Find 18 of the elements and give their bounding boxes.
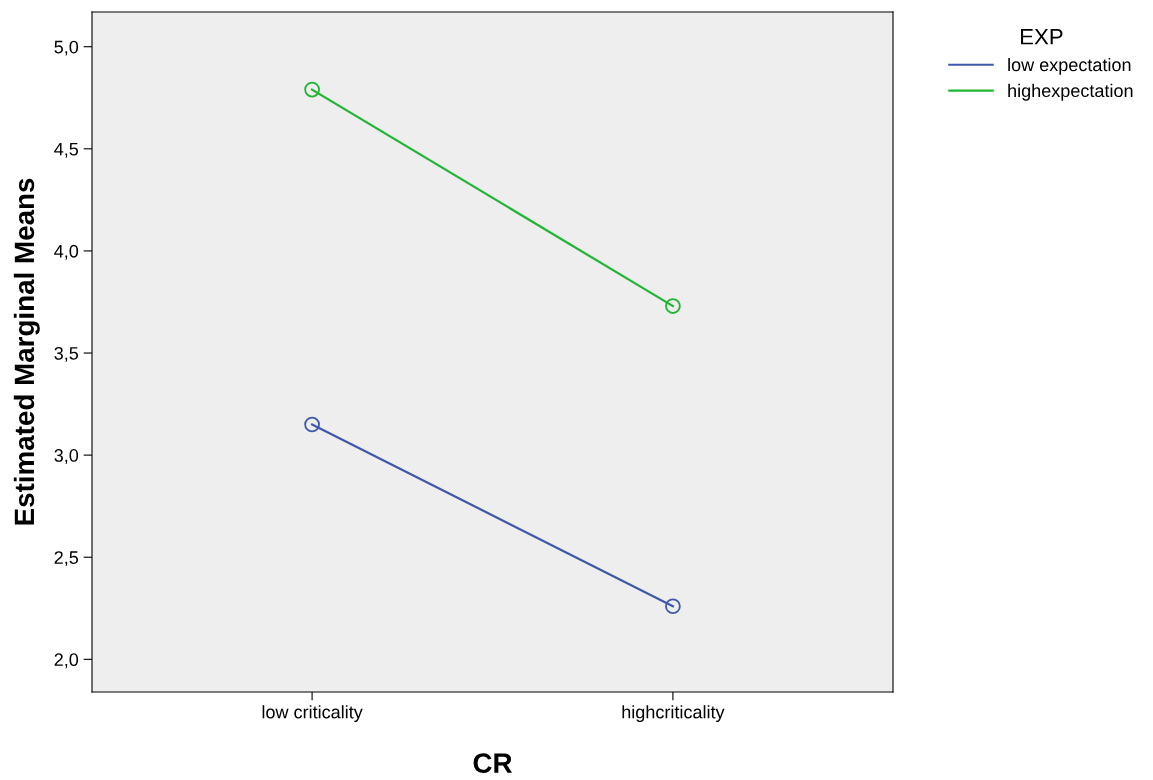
point (665, 598, 681, 615)
y-tick-label: 2,0 (54, 653, 79, 669)
x-tick-label: highcriticality (622, 705, 725, 723)
point (304, 416, 320, 433)
y-tick-label: 3,0 (54, 449, 79, 464)
legend-title: EXP (1021, 29, 1063, 45)
x-axis-title: CR (473, 753, 512, 773)
y-tick-label: 4,5 (54, 142, 79, 158)
legend-label: low expectation (1008, 57, 1131, 75)
point (304, 81, 320, 98)
x-tick-label: low criticality (262, 705, 363, 723)
y-tick-label: 2,5 (54, 551, 79, 567)
y-axis-title: Estimated Marginal Means (13, 178, 40, 525)
y-tick-label: 3,5 (54, 346, 79, 362)
point (665, 298, 681, 314)
y-tick-label: 4,0 (54, 244, 79, 260)
legend-label: highexpectation (1008, 83, 1133, 101)
y-tick-label: 5,0 (54, 40, 79, 56)
